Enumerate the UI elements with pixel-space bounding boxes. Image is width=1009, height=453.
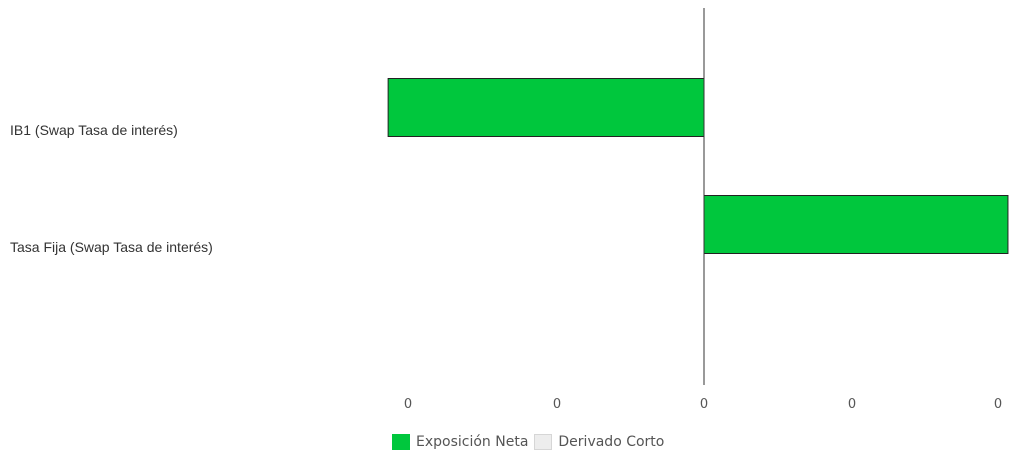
- legend: Exposición Neta Derivado Corto: [392, 434, 664, 450]
- legend-item-exposicion-neta[interactable]: Exposición Neta: [392, 434, 528, 450]
- bar-ib1[interactable]: [387, 78, 705, 137]
- legend-label: Exposición Neta: [416, 434, 529, 450]
- legend-swatch-green: [392, 434, 410, 450]
- x-tick-label: 0: [847, 397, 857, 412]
- x-tick-label: 0: [699, 397, 709, 412]
- bar-tasa-fija[interactable]: [703, 195, 1009, 254]
- legend-label: Derivado Corto: [558, 434, 665, 450]
- category-label-tasa-fija: Tasa Fija (Swap Tasa de interés): [10, 239, 213, 255]
- x-tick-label: 0: [403, 397, 413, 412]
- x-tick-label: 0: [993, 397, 1003, 412]
- legend-swatch-gray: [534, 434, 553, 450]
- category-label-ib1: IB1 (Swap Tasa de interés): [10, 122, 178, 138]
- x-tick-label: 0: [552, 397, 562, 412]
- legend-item-derivado-corto[interactable]: Derivado Corto: [534, 434, 664, 450]
